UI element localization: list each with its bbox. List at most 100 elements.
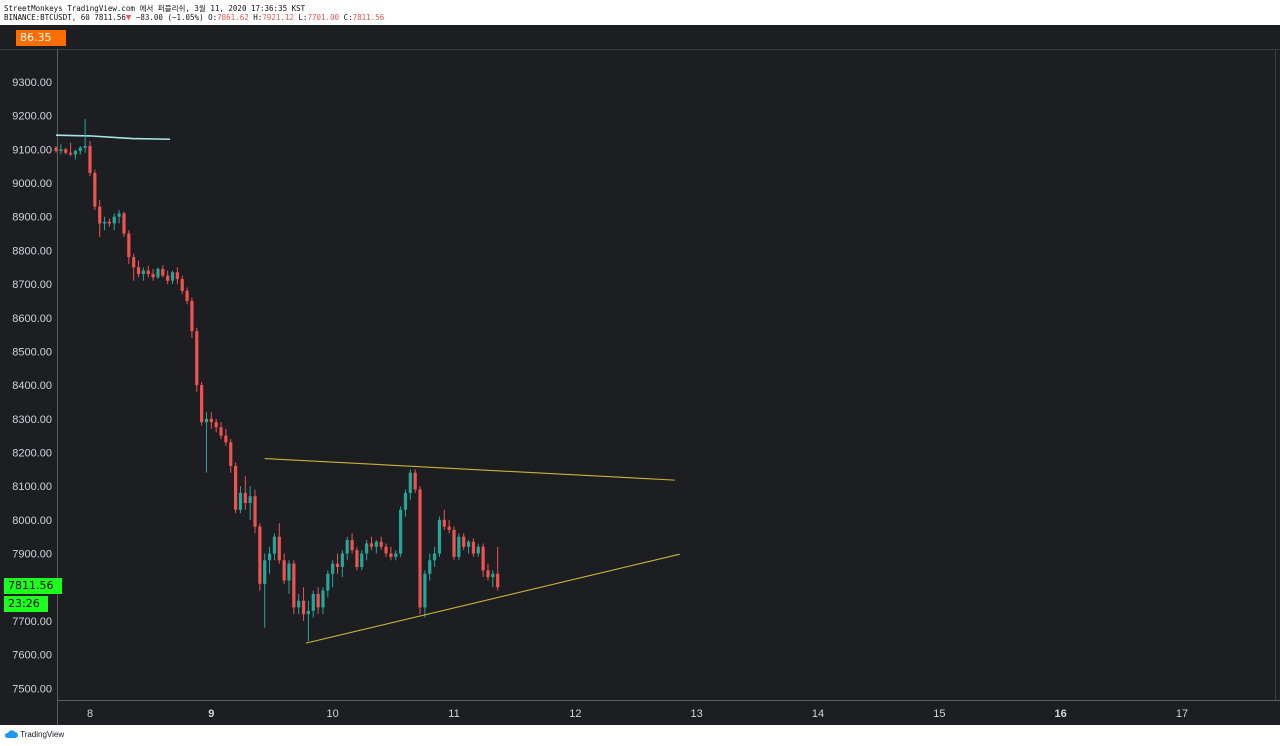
- chart-header: StreetMonkeys TradingView.com 에서 퍼블리쉬, 3…: [0, 0, 1280, 25]
- candle: [238, 486, 243, 514]
- candle: [180, 275, 184, 295]
- trendline[interactable]: [305, 553, 680, 644]
- candle-body: [335, 563, 340, 568]
- candle-body: [321, 590, 325, 608]
- candle-body: [442, 519, 446, 527]
- candle-body: [301, 600, 306, 615]
- candle-body: [185, 290, 189, 301]
- candle-body: [496, 573, 500, 588]
- candle: [394, 550, 398, 561]
- time-tick-label: 10: [327, 708, 339, 720]
- candle-body: [200, 385, 204, 423]
- candle-body: [379, 541, 383, 547]
- time-tick-label: 16: [1055, 708, 1067, 720]
- candle: [316, 587, 320, 615]
- current-price-badge: 7811.56: [4, 578, 62, 594]
- candle: [229, 439, 233, 473]
- candle: [258, 523, 262, 591]
- price-tick-label: 8700.00: [12, 279, 52, 291]
- candle: [496, 546, 500, 591]
- candle: [423, 570, 427, 618]
- time-axis[interactable]: 8 9 10 11 12 13 14 15 16 17: [87, 708, 1188, 720]
- candle-body: [457, 536, 461, 557]
- price-tick-label: 7700.00: [12, 616, 52, 628]
- price-chart[interactable]: 9300.00 9200.00 9100.00 9000.00 8900.00 8800.…: [0, 25, 1280, 725]
- candle: [64, 147, 68, 155]
- candle: [117, 209, 121, 224]
- candle-body: [399, 509, 403, 554]
- candle-body: [234, 465, 238, 510]
- down-arrow-icon: ▼: [125, 13, 132, 23]
- candle: [146, 265, 150, 278]
- candle-body: [292, 563, 296, 608]
- candle-body: [297, 600, 301, 608]
- candle: [243, 476, 247, 510]
- candle: [98, 199, 102, 237]
- candle-body: [316, 593, 320, 608]
- candle-body: [340, 553, 344, 568]
- candle-body: [287, 563, 291, 581]
- candle: [209, 412, 213, 429]
- price-tick-label: 9000.00: [12, 178, 52, 190]
- candle-body: [146, 270, 150, 274]
- candle: [190, 297, 194, 338]
- candle-body: [64, 149, 68, 153]
- candle-body: [476, 546, 480, 554]
- candle: [321, 587, 325, 615]
- candle: [471, 538, 476, 557]
- candle: [345, 536, 349, 561]
- candle-body: [331, 563, 335, 574]
- candle: [437, 516, 442, 557]
- candle-body: [423, 573, 427, 608]
- price-tick-label: 7500.00: [12, 683, 52, 695]
- price-tick-label: 9200.00: [12, 111, 52, 123]
- close-value: 7811.56: [352, 13, 385, 22]
- candle-countdown-badge: 23:26: [4, 596, 48, 612]
- high-value: 7921.12: [262, 13, 294, 22]
- trendline[interactable]: [264, 458, 675, 481]
- candle-body: [345, 540, 349, 554]
- price-tick-label: 8400.00: [12, 380, 52, 392]
- candle-body: [224, 435, 228, 443]
- candle-body: [394, 553, 398, 557]
- candle: [476, 543, 480, 557]
- price-tick-label: 9300.00: [12, 77, 52, 89]
- candle: [195, 327, 199, 392]
- candle-body: [355, 550, 359, 568]
- candle-body: [166, 275, 170, 281]
- candle-body: [195, 331, 199, 386]
- candle: [122, 211, 126, 237]
- candle: [326, 570, 330, 598]
- candle-body: [253, 496, 257, 527]
- candle-body: [209, 418, 213, 423]
- candle: [132, 253, 136, 281]
- trendlines-layer[interactable]: [264, 458, 680, 644]
- candle-body: [452, 529, 456, 557]
- low-label: L:: [298, 13, 308, 22]
- tradingview-logo[interactable]: TradingView: [4, 730, 64, 739]
- candle-body: [156, 268, 160, 278]
- candle-body: [350, 540, 354, 551]
- symbol-label[interactable]: BINANCE:BTCUSDT, 60: [4, 13, 90, 22]
- candle: [263, 553, 267, 628]
- candle: [136, 260, 141, 278]
- candle: [185, 287, 189, 305]
- candle-body: [384, 546, 388, 554]
- candle: [93, 169, 97, 210]
- candle-body: [54, 147, 58, 152]
- candle: [379, 536, 383, 551]
- candle: [403, 489, 408, 517]
- price-axis[interactable]: 9300.00 9200.00 9100.00 9000.00 8900.00 8800.…: [12, 77, 52, 695]
- candle-body: [263, 560, 267, 584]
- candle-body: [437, 519, 442, 554]
- candle: [127, 230, 131, 264]
- candle-body: [491, 573, 495, 578]
- candle-body: [136, 267, 141, 274]
- candle-body: [306, 610, 310, 615]
- candle: [466, 540, 471, 554]
- candle: [88, 140, 92, 177]
- candle-body: [374, 541, 378, 547]
- candle-body: [59, 149, 63, 152]
- candle-body: [311, 593, 315, 611]
- candle: [267, 546, 272, 574]
